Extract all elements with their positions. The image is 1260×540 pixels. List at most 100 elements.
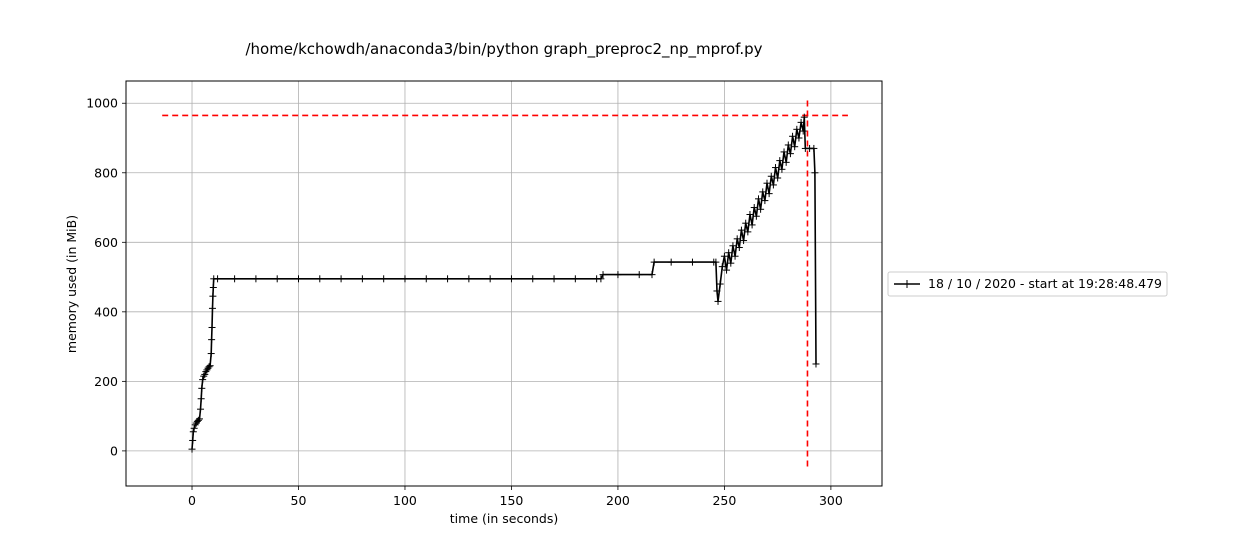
- data-point: [750, 204, 758, 212]
- data-point: [765, 190, 773, 198]
- legend-frame: [887, 271, 1168, 297]
- y-tick-label: 0: [110, 443, 118, 458]
- data-point: [444, 275, 452, 283]
- data-point: [571, 275, 579, 283]
- data-point: [774, 174, 782, 182]
- data-point: [718, 263, 726, 271]
- data-point: [316, 275, 324, 283]
- y-tick-label: 1000: [86, 96, 118, 111]
- y-tick-label: 800: [94, 165, 118, 180]
- data-point: [197, 395, 205, 403]
- x-axis-label: time (in seconds): [450, 511, 558, 526]
- data-point: [650, 258, 658, 266]
- data-point: [713, 287, 721, 295]
- data-point: [209, 283, 217, 291]
- data-point: [209, 292, 217, 300]
- data-point: [797, 118, 805, 126]
- x-tick-label: 50: [291, 493, 307, 508]
- data-point: [725, 249, 733, 257]
- data-point: [599, 271, 607, 279]
- data-point: [812, 360, 820, 368]
- data-point: [294, 275, 302, 283]
- data-point: [465, 275, 473, 283]
- series-layer: [188, 113, 820, 453]
- data-point: [550, 275, 558, 283]
- data-point: [252, 275, 260, 283]
- data-point: [401, 275, 409, 283]
- data-point: [799, 127, 807, 135]
- data-point: [811, 169, 819, 177]
- data-point: [746, 210, 754, 218]
- data-point: [782, 158, 790, 166]
- data-point: [688, 258, 696, 266]
- data-point: [767, 172, 775, 180]
- data-point: [754, 195, 762, 203]
- data-point: [772, 164, 780, 172]
- data-point: [716, 280, 724, 288]
- legend: 18 / 10 / 2020 - start at 19:28:48.479: [887, 271, 1168, 297]
- data-point: [614, 271, 622, 279]
- data-point: [273, 275, 281, 283]
- data-point: [780, 148, 788, 156]
- data-point: [597, 275, 605, 283]
- data-point: [422, 275, 430, 283]
- legend-entry: 18 / 10 / 2020 - start at 19:28:48.479: [928, 276, 1162, 291]
- plot-frame: [125, 80, 883, 487]
- data-point: [635, 271, 643, 279]
- y-axis-label: memory used (in MiB): [64, 215, 79, 353]
- chart-title: /home/kchowdh/anaconda3/bin/python graph…: [245, 40, 762, 59]
- reference-lines: [162, 99, 848, 467]
- grid-lines: [126, 81, 882, 486]
- data-point: [791, 143, 799, 151]
- x-tick-label: 150: [500, 493, 524, 508]
- plot-background: [126, 81, 882, 486]
- data-point: [199, 376, 207, 384]
- data-point: [194, 416, 202, 424]
- data-point: [714, 297, 722, 305]
- data-point: [208, 323, 216, 331]
- data-point: [208, 336, 216, 344]
- data-point: [667, 258, 675, 266]
- data-point: [735, 244, 743, 252]
- data-point: [757, 205, 765, 213]
- data-point: [200, 372, 208, 380]
- plot-area: [125, 80, 883, 487]
- data-point: [648, 271, 656, 279]
- data-point: [231, 275, 239, 283]
- data-point: [723, 266, 731, 274]
- data-point: [793, 125, 801, 133]
- y-axis-ticks: 0 200 400 600 800 1000: [86, 96, 126, 458]
- data-point: [784, 141, 792, 149]
- data-point: [197, 405, 205, 413]
- data-point: [752, 212, 760, 220]
- data-point: [729, 242, 737, 250]
- data-point: [380, 275, 388, 283]
- data-point: [720, 252, 728, 260]
- x-tick-label: 300: [819, 493, 843, 508]
- data-point: [195, 415, 203, 423]
- data-point: [740, 237, 748, 245]
- data-point: [731, 252, 739, 260]
- data-point: [189, 436, 197, 444]
- data-point: [769, 181, 777, 189]
- x-axis-ticks: 0 50 100 150 200 250 300: [188, 486, 843, 508]
- data-point: [786, 150, 794, 158]
- data-point: [189, 428, 197, 436]
- x-tick-label: 100: [393, 493, 417, 508]
- data-point: [486, 275, 494, 283]
- y-tick-label: 600: [94, 235, 118, 250]
- data-point: [789, 132, 797, 140]
- data-point: [810, 144, 818, 152]
- data-point: [529, 275, 537, 283]
- data-point: [206, 362, 214, 370]
- data-point: [507, 275, 515, 283]
- y-tick-label: 400: [94, 304, 118, 319]
- data-point: [748, 221, 756, 229]
- data-point: [712, 258, 720, 266]
- data-point: [795, 134, 803, 142]
- data-point: [759, 188, 767, 196]
- data-point: [205, 363, 213, 371]
- y-tick-label: 200: [94, 374, 118, 389]
- data-point: [761, 197, 769, 205]
